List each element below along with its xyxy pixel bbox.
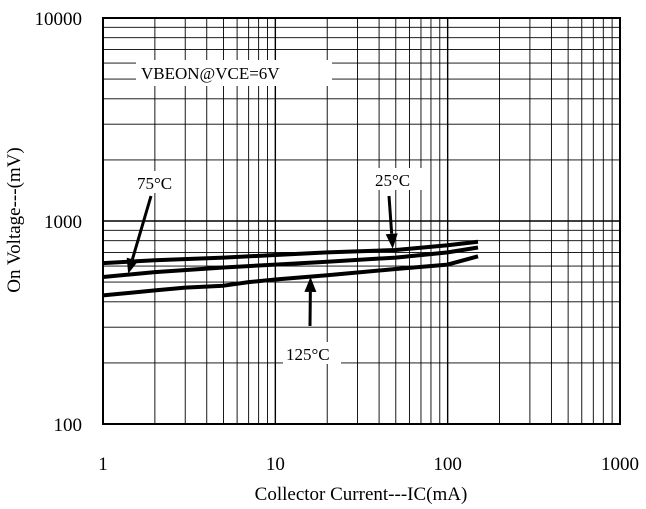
series-layer [102,239,479,298]
x-tick-label: 100 [433,454,462,475]
annotation-arrow [387,195,394,234]
y-tick-label: 10000 [35,9,83,30]
annotation-label: 25°C [375,171,410,190]
annotation-arrowhead [126,257,139,274]
condition-label: VBEON@VCE=6V [136,60,332,86]
x-tick-label: 1 [98,454,108,475]
x-axis-title: Collector Current---IC(mA) [255,484,468,505]
tick-labels: 1 10 100 1000 100 1000 10000 [35,9,640,475]
series-line-125°C [102,254,479,298]
annotation-box [283,342,341,364]
annotations: 25°C 75°C 125°C [126,168,422,364]
y-tick-label: 1000 [44,212,82,233]
condition-label-text: VBEON@VCE=6V [141,64,280,83]
annotation-arrowhead [304,277,317,292]
annotation-label: 125°C [286,345,330,364]
annotation-box [134,171,182,193]
y-tick-label: 100 [54,415,83,436]
series-line-75°C [102,245,479,279]
annotation-box [372,168,422,190]
y-axis-title: On Voltage---(mV) [4,147,25,292]
series-line-25°C [102,239,479,266]
annotation-label: 75°C [137,174,172,193]
x-tick-label: 1000 [601,454,639,475]
plot-frame [102,17,621,425]
annotation-arrow [130,195,153,260]
x-tick-label: 10 [266,454,285,475]
annotation-arrowhead [385,233,398,249]
